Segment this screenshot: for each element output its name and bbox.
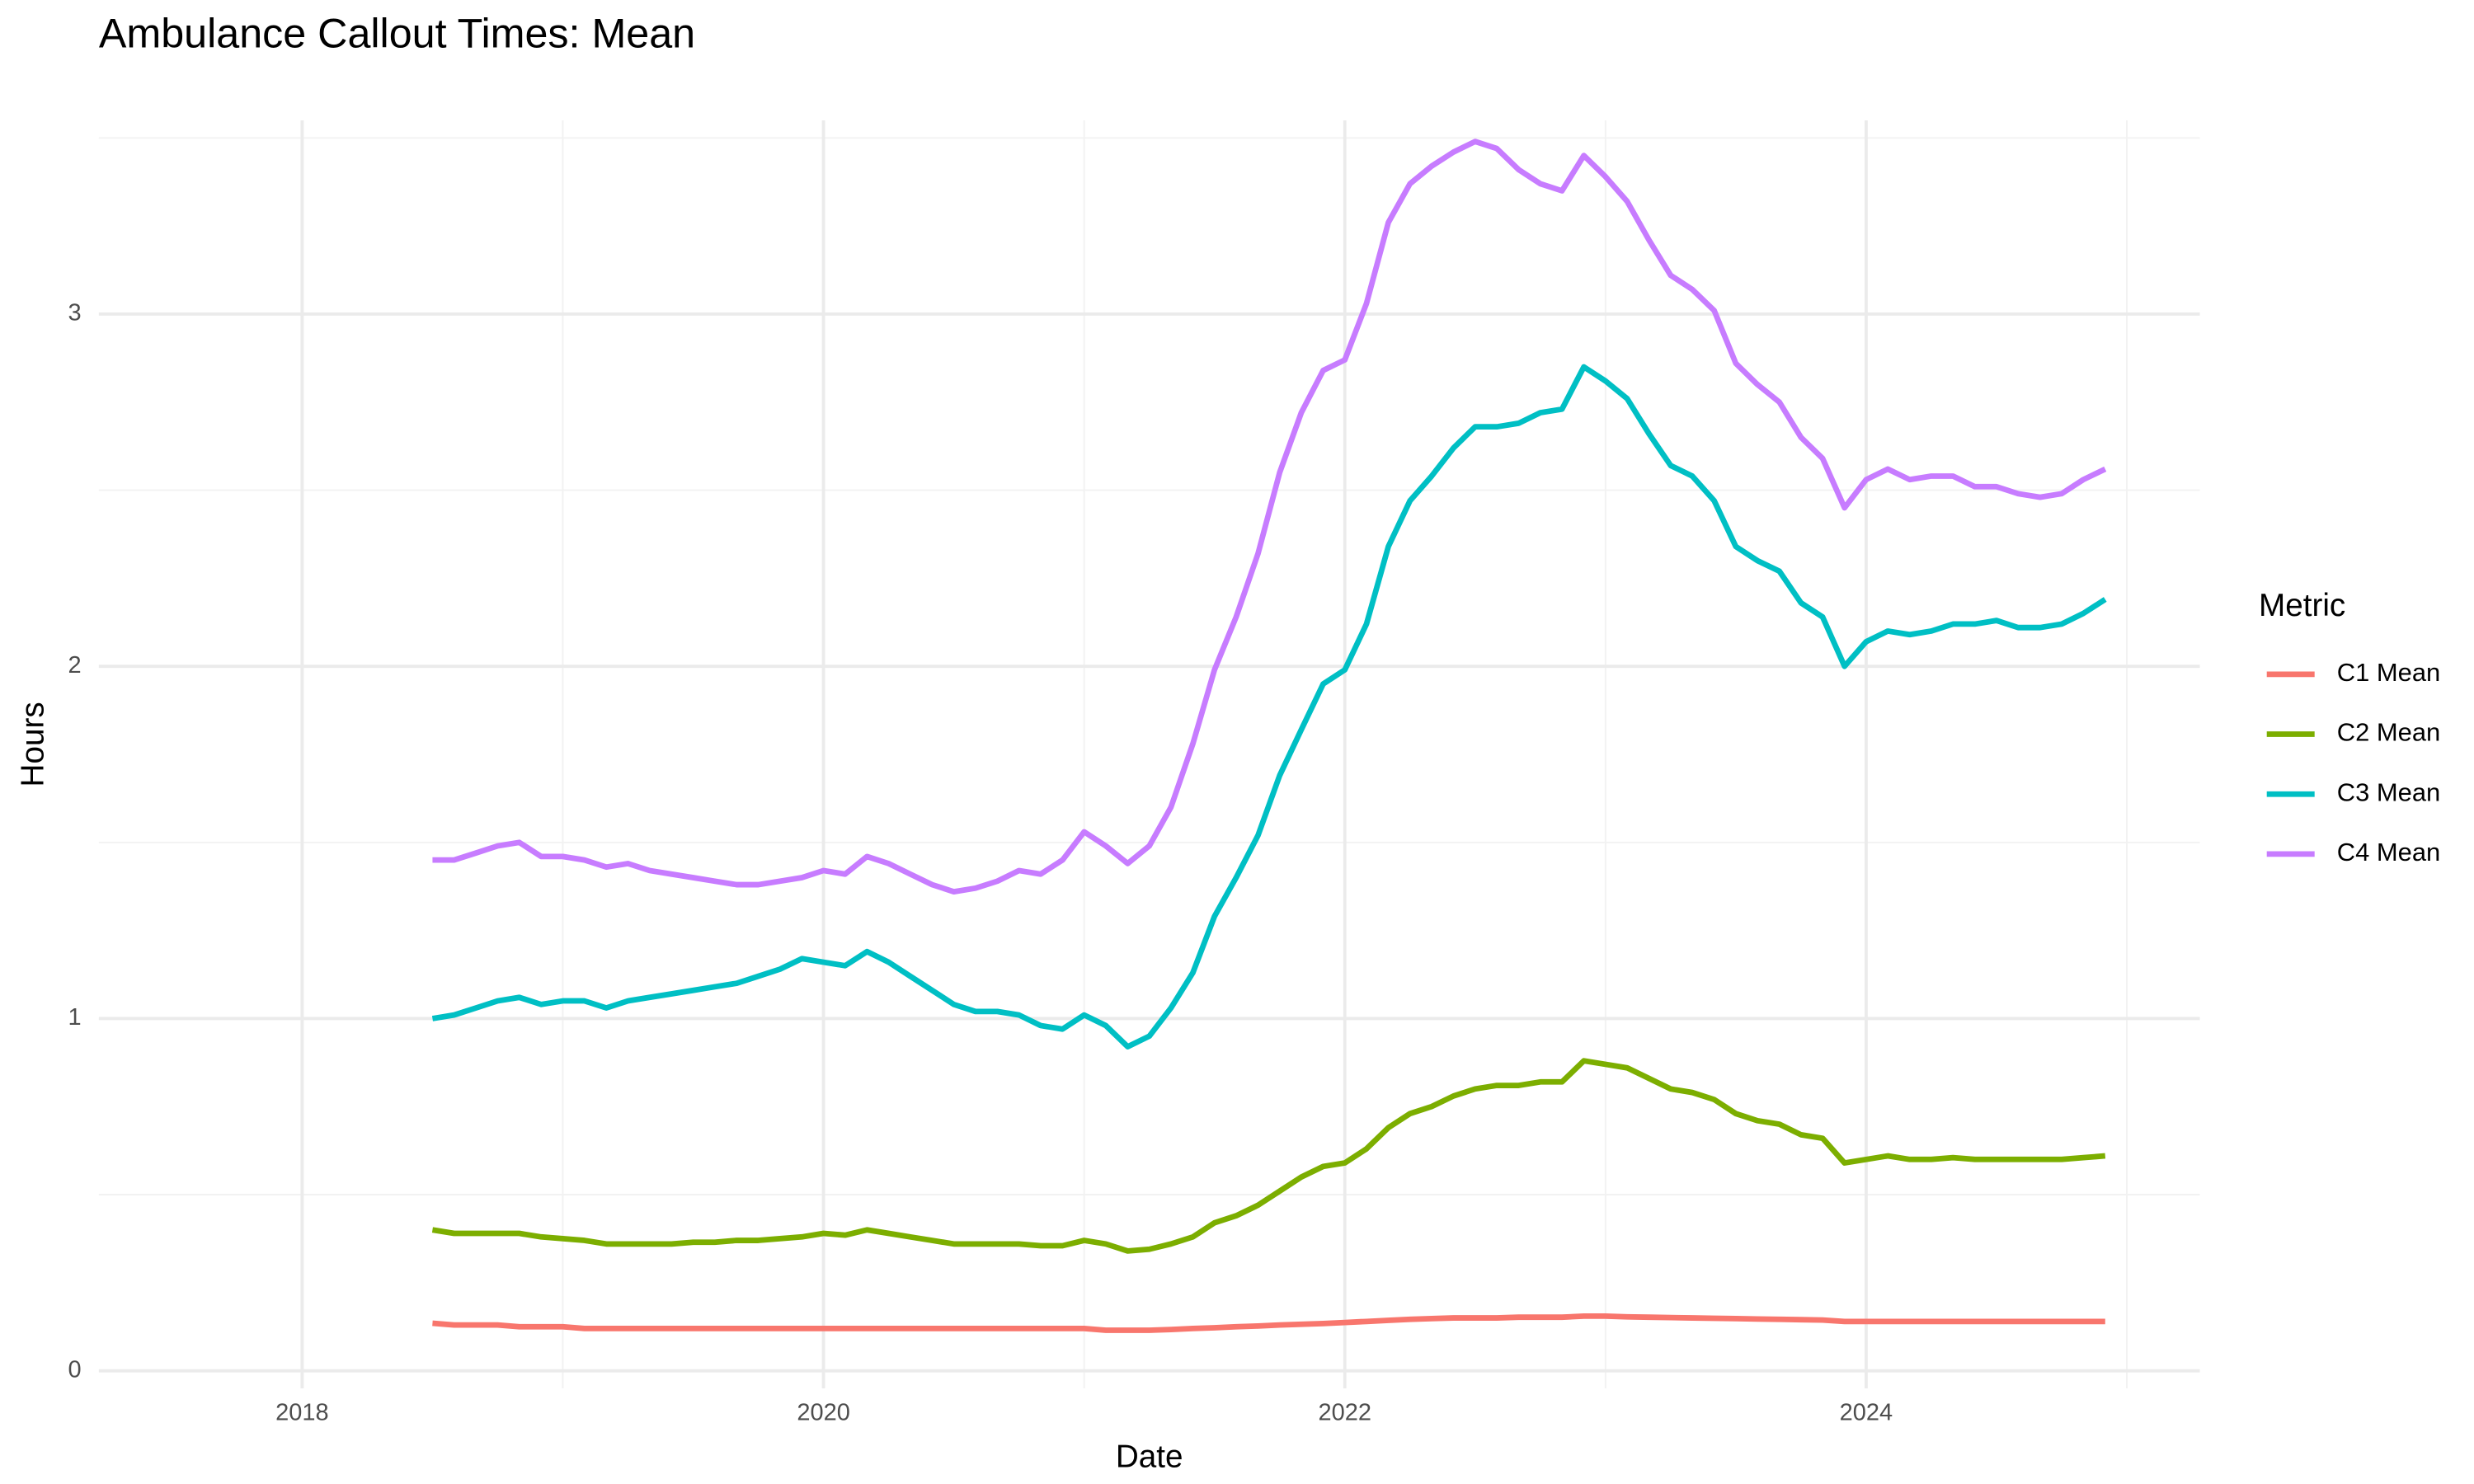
legend-label: C3 Mean <box>2337 777 2440 806</box>
legend: Metric C1 Mean C2 Mean C3 Mean C4 Mean <box>2259 588 2440 866</box>
y-tick-label: 0 <box>68 1356 81 1383</box>
series-line <box>432 1313 2105 1333</box>
legend-label: C4 Mean <box>2337 838 2440 866</box>
y-tick-label: 1 <box>68 1004 81 1031</box>
legend-label: C2 Mean <box>2337 718 2440 747</box>
x-tick-label: 2024 <box>1840 1400 1893 1426</box>
grid: 0 1 2 3 2018 2020 2022 2024 <box>68 120 2200 1426</box>
y-tick-label: 3 <box>68 300 81 326</box>
x-tick-label: 2018 <box>275 1400 328 1426</box>
series-line <box>431 364 2107 1050</box>
x-tick-label: 2022 <box>1319 1400 1371 1426</box>
y-tick-label: 2 <box>68 652 81 679</box>
x-tick-label: 2020 <box>797 1400 849 1426</box>
x-axis-title: Date <box>1116 1439 1183 1474</box>
series-line <box>431 1058 2106 1254</box>
series-line <box>432 139 2107 895</box>
plot-lines <box>431 139 2107 1333</box>
legend-title: Metric <box>2259 588 2345 623</box>
legend-label: C1 Mean <box>2337 658 2440 687</box>
y-axis-title: Hours <box>16 702 51 787</box>
chart-title: Ambulance Callout Times: Mean <box>99 11 695 57</box>
